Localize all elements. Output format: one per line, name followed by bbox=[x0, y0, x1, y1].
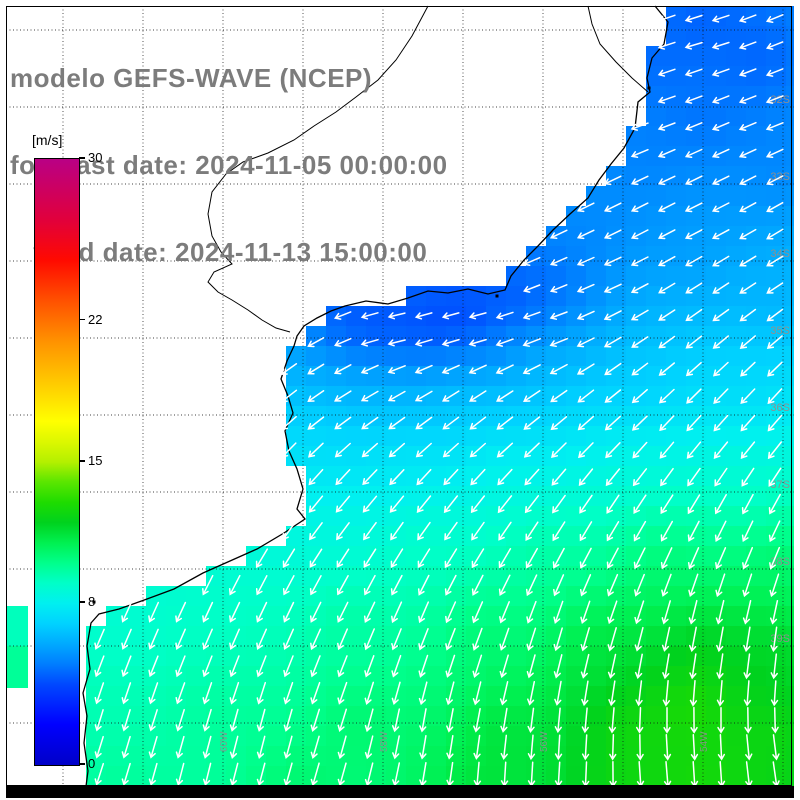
colorbar-tick-label: 8 bbox=[88, 594, 96, 610]
lat-label: 34S bbox=[770, 248, 790, 260]
lon-labels: 60W 58W 56W 54W bbox=[219, 731, 710, 752]
colorbar-tick-mark bbox=[79, 601, 85, 603]
lat-label: 39S bbox=[770, 633, 790, 645]
colorbar-unit-label: [m/s] bbox=[32, 132, 63, 148]
colorbar-tick-label: 30 bbox=[88, 150, 103, 165]
coastal-markers bbox=[92, 86, 651, 604]
colorbar: [m/s] 30 22 15 8 0 bbox=[32, 132, 154, 792]
colorbar-tick-mark bbox=[79, 318, 85, 321]
colorbar-tick-mark bbox=[79, 763, 85, 765]
lon-label: 56W bbox=[539, 731, 550, 752]
colorbar-tick-mark bbox=[79, 157, 85, 159]
lon-label: 58W bbox=[379, 731, 390, 752]
colorbar-gradient bbox=[34, 158, 80, 766]
colorbar-tick-label: 0 bbox=[88, 756, 96, 771]
colorbar-tick-label: 15 bbox=[88, 453, 103, 468]
inland-borders bbox=[207, 5, 649, 333]
lat-lon-grid bbox=[6, 6, 794, 786]
lat-label: 37S bbox=[770, 479, 790, 491]
title-block: modelo GEFS-WAVE (NCEP) forecast date: 2… bbox=[10, 6, 448, 325]
coastline bbox=[82, 5, 669, 795]
lon-label: 54W bbox=[699, 731, 710, 752]
model-title: modelo GEFS-WAVE (NCEP) bbox=[10, 63, 373, 93]
bottom-border-bar bbox=[6, 786, 794, 798]
lat-label: 32S bbox=[770, 94, 790, 106]
lat-label: 35S bbox=[770, 325, 790, 337]
colorbar-tick-mark bbox=[79, 460, 85, 462]
lat-label: 36S bbox=[770, 402, 790, 414]
colorbar-tick-label: 22 bbox=[88, 311, 103, 327]
domain-edge-strip bbox=[6, 606, 28, 688]
direction-arrows bbox=[94, 14, 784, 788]
lon-label: 60W bbox=[219, 731, 230, 752]
